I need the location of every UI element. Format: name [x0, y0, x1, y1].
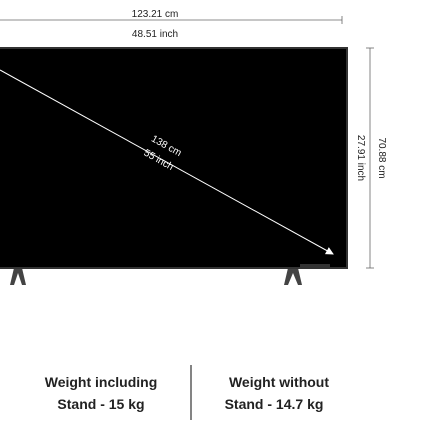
- diagonal-line: [0, 69, 334, 255]
- height-cm: 70.88 cm: [376, 137, 387, 178]
- tv-screen: [0, 47, 348, 269]
- stand-right: [284, 268, 302, 285]
- tv-bottom-bar: [300, 264, 330, 267]
- width-cm: 123.21 cm: [132, 9, 179, 20]
- weight-label: Weight including: [45, 374, 158, 390]
- weight-label: Weight without: [229, 374, 329, 390]
- weight-value: Stand - 14.7 kg: [225, 396, 324, 412]
- height-inch: 27.91 inch: [355, 135, 366, 181]
- width-inch: 48.51 inch: [132, 29, 178, 40]
- stand-left: [10, 268, 26, 285]
- weight-value: Stand - 15 kg: [57, 396, 144, 412]
